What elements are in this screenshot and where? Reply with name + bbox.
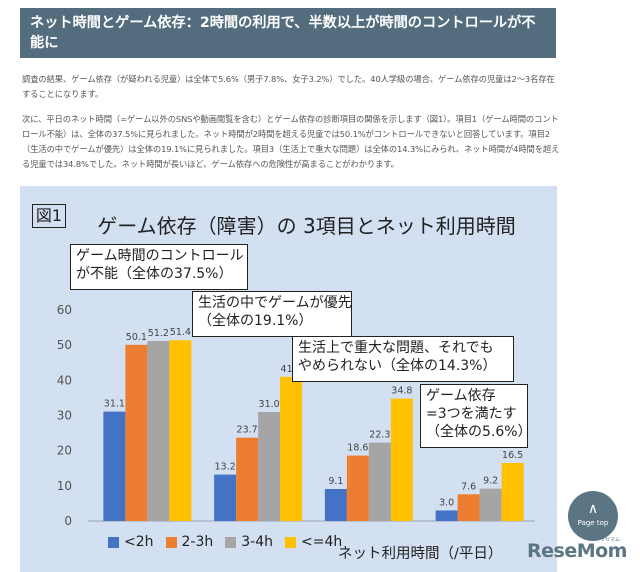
data-label: 34.8 <box>391 386 412 397</box>
bar <box>280 376 303 521</box>
bar <box>390 398 413 521</box>
bar <box>147 340 170 521</box>
bar <box>479 488 502 521</box>
callout-game-priority: 生活の中でゲームが優先 （全体の19.1%） <box>192 291 352 337</box>
callout-line: やめられない（全体の14.3%） <box>298 358 497 374</box>
page-top-label: Page top <box>577 519 609 527</box>
data-label: 18.6 <box>347 443 368 454</box>
article-paragraph: 次に、平日のネット時間（=ゲーム以外のSNSや動画閲覧を含む）とゲーム依存の診断… <box>22 114 560 169</box>
chevron-up-icon: ∧ <box>587 501 599 517</box>
figure-label: 図1 <box>32 204 66 228</box>
legend-item: 2-3h <box>165 534 214 550</box>
callout-line: （全体の5.6%） <box>426 424 532 440</box>
bar <box>125 344 148 521</box>
page-top-button[interactable]: ∧ Page top <box>568 491 618 541</box>
data-label: 51.2 <box>148 328 169 339</box>
data-label: 31.0 <box>259 399 280 410</box>
y-tick-label: 40 <box>57 373 72 387</box>
data-label: 22.3 <box>369 430 390 441</box>
article-heading: ネット時間とゲーム依存：2時間の利用で、半数以上が時間のコントロールが不能に <box>20 8 556 58</box>
callout-line: =3つを満たす <box>426 406 517 422</box>
legend-label: <2h <box>124 534 154 550</box>
data-label: 9.2 <box>483 476 498 487</box>
data-label: 3.0 <box>439 497 454 508</box>
legend-label: 3-4h <box>241 534 274 550</box>
legend-label: 2-3h <box>181 534 214 550</box>
legend-swatch <box>285 536 297 548</box>
bar <box>103 411 126 521</box>
resemom-logo-sub: リセマム <box>600 537 621 543</box>
bar <box>435 510 458 521</box>
bar <box>501 462 524 521</box>
chart-legend: <2h 2-3h 3-4h <=4h <box>108 532 354 552</box>
data-label: 7.6 <box>461 481 476 492</box>
legend-swatch <box>108 536 119 548</box>
legend-item: <=4h <box>285 534 342 550</box>
callout-line: （全体の19.1%） <box>198 313 313 329</box>
bar <box>258 411 281 521</box>
bar <box>457 494 480 521</box>
x-axis-title: ネット利用時間（/平日） <box>338 546 503 562</box>
y-tick-label: 20 <box>57 444 72 458</box>
callout-line: が不能（全体の37.5%） <box>76 266 233 282</box>
data-label: 23.7 <box>237 425 258 436</box>
bar <box>368 442 391 521</box>
legend-swatch <box>165 536 177 548</box>
data-label: 16.5 <box>502 450 523 461</box>
legend-swatch <box>225 536 237 548</box>
y-tick-label: 10 <box>57 479 72 493</box>
bar <box>346 455 369 521</box>
y-tick-label: 0 <box>64 514 72 528</box>
bar <box>236 437 259 521</box>
legend-label: <=4h <box>301 534 343 550</box>
resemom-logo[interactable]: ReseMom <box>527 540 627 562</box>
data-label: 13.2 <box>215 462 236 473</box>
data-label: 9.1 <box>328 476 343 487</box>
chart-title: ゲーム依存（障害）の 3項目とネット利用時間 <box>97 214 516 238</box>
callout-line: 生活上で重大な問題、それでも <box>298 340 494 356</box>
data-label: 51.4 <box>170 327 191 338</box>
bar-chart: 0 10 20 30 40 50 60 31.1 13.2 9.1 3.0 50.1 23.7 18.6 7… <box>57 303 535 528</box>
bar <box>324 488 347 521</box>
data-label: 50.1 <box>126 332 147 343</box>
callout-line: ゲーム依存 <box>426 388 496 404</box>
y-tick-label: 50 <box>57 338 72 352</box>
article-paragraph: 調査の結果、ゲーム依存（が疑われる児童）は全体で5.6%（男子7.8%、女子3.… <box>22 74 555 99</box>
data-label: 31.1 <box>104 399 125 410</box>
y-tick-label: 60 <box>57 303 72 317</box>
callout-game-addiction: ゲーム依存 =3つを満たす （全体の5.6%） <box>420 384 532 448</box>
bar <box>214 474 237 521</box>
callout-serious-problem: 生活上で重大な問題、それでも やめられない（全体の14.3%） <box>292 336 514 382</box>
legend-item: 3-4h <box>225 534 273 550</box>
figure-panel: 0 10 20 30 40 50 60 31.1 13.2 9.1 3.0 50.1 23.7 18.6 7… <box>20 186 557 572</box>
bar <box>169 340 192 521</box>
data-label: 41.0 <box>281 364 302 375</box>
legend-item: <2h <box>108 534 154 550</box>
callout-control-loss: ゲーム時間のコントロール が不能（全体の37.5%） <box>70 244 248 290</box>
callout-line: 生活の中でゲームが優先 <box>198 295 352 311</box>
y-tick-label: 30 <box>57 409 72 423</box>
callout-line: ゲーム時間のコントロール <box>76 248 244 264</box>
